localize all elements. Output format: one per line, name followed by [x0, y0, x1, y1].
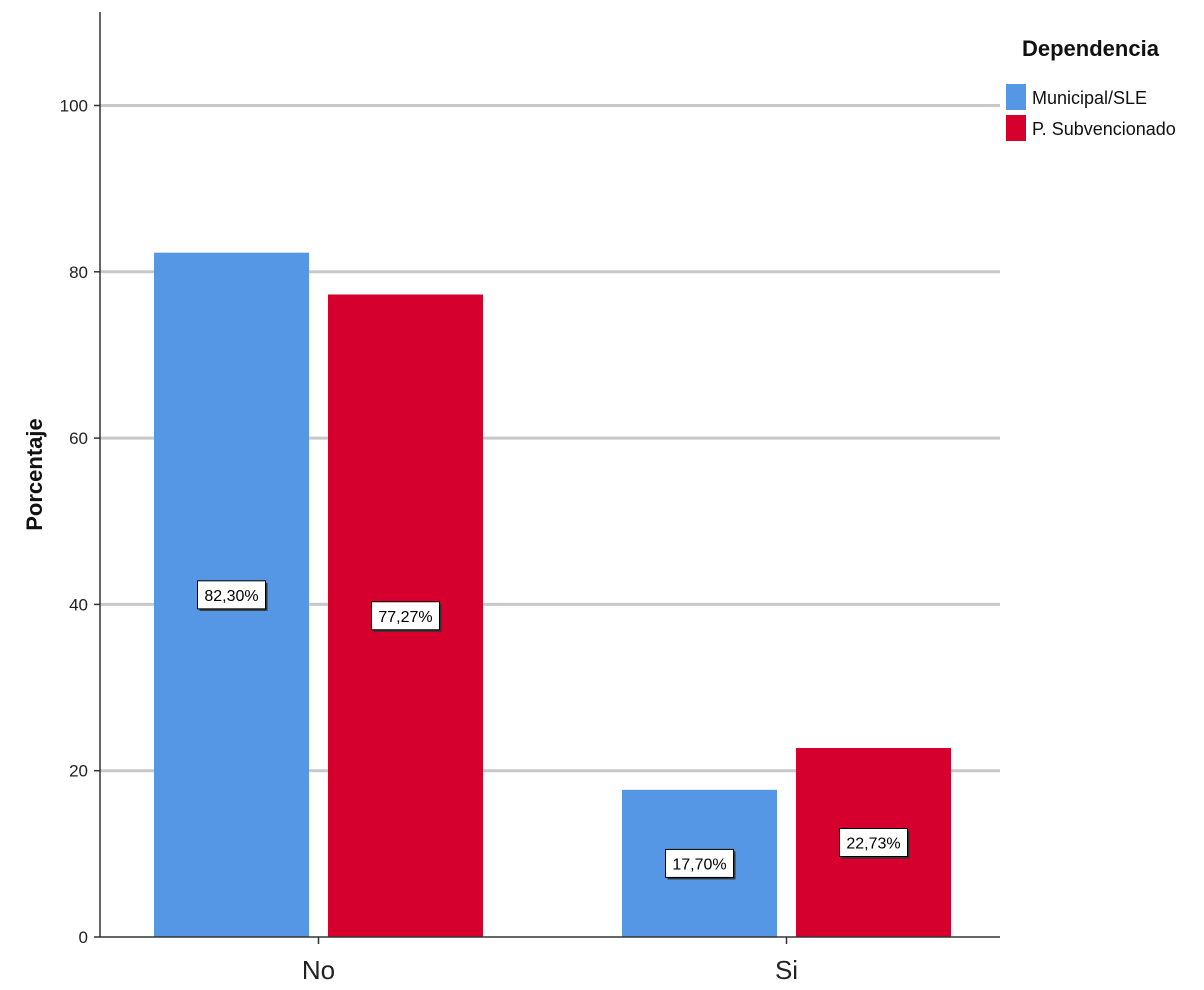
y-tick-label: 40: [69, 595, 88, 614]
legend-title: Dependencia: [1022, 36, 1160, 61]
legend-label-2: P. Subvencionado: [1032, 119, 1176, 139]
data-label: 22,73%: [846, 836, 900, 853]
y-tick-label: 100: [60, 97, 88, 116]
y-tick-label: 60: [69, 429, 88, 448]
x-tick-label-si: Si: [775, 955, 798, 985]
data-label: 82,30%: [204, 588, 258, 605]
x-tick-label-no: No: [302, 955, 335, 985]
y-tick-label: 80: [69, 263, 88, 282]
data-label: 77,27%: [378, 609, 432, 626]
legend-label-1: Municipal/SLE: [1032, 88, 1147, 108]
data-label-box: [197, 580, 266, 610]
y-tick-label: 0: [79, 928, 88, 947]
legend-swatch-1: [1006, 84, 1026, 110]
data-label: 17,70%: [672, 856, 726, 873]
data-label-box: [839, 828, 908, 857]
legend-swatch-2: [1006, 115, 1026, 141]
y-axis-title: Porcentaje: [22, 418, 47, 531]
data-label-box: [371, 601, 440, 631]
y-tick-label: 20: [69, 762, 88, 781]
data-label-box: [665, 848, 734, 878]
